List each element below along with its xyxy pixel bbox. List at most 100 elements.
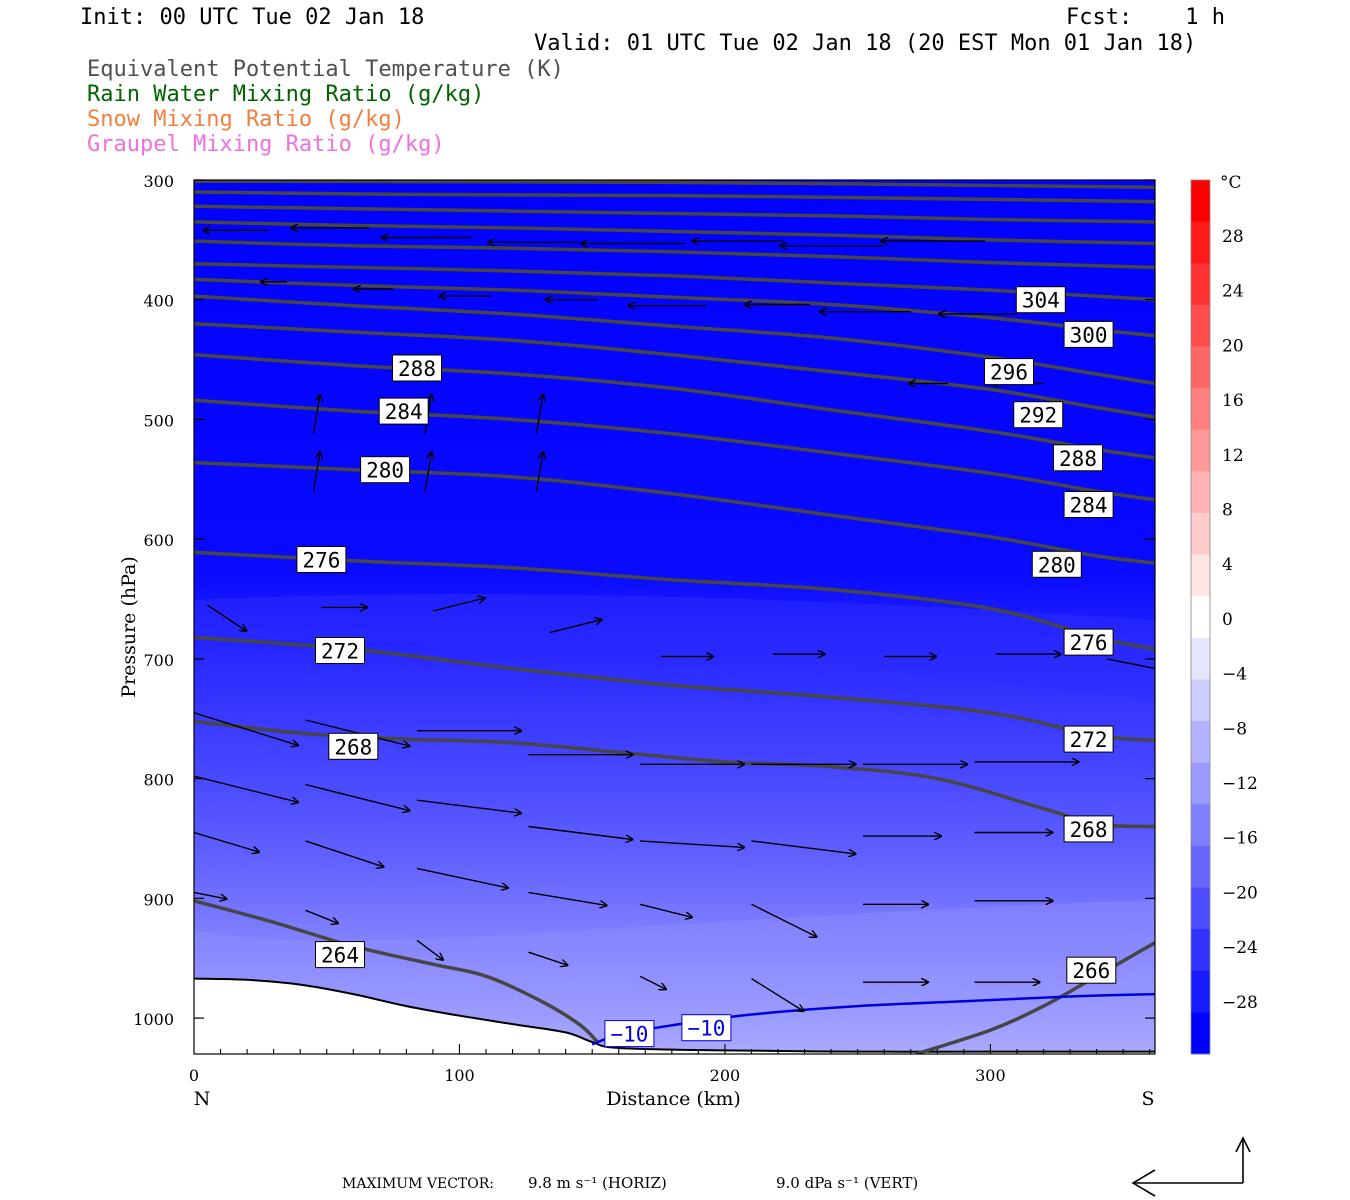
- wind-vector: [1107, 658, 1155, 670]
- theta-e-contour-292: [194, 321, 1155, 419]
- temperature-label-box: [681, 1014, 732, 1042]
- shade-band-1: [194, 594, 1155, 700]
- theta-e-label: 272: [321, 640, 359, 664]
- colorbar-swatch: [1191, 970, 1210, 1013]
- legend-snow: Snow Mixing Ratio (g/kg): [87, 107, 405, 132]
- theta-e-contour-264: [194, 899, 599, 1044]
- colorbar-swatch: [1191, 512, 1210, 556]
- colorbar-tick-label: −28: [1222, 993, 1258, 1013]
- theta-e-contour-312: [194, 220, 1155, 246]
- theta-e-contour-284: [194, 398, 1155, 502]
- y-tick-label: 500: [143, 411, 174, 430]
- colorbar-swatch: [1191, 429, 1210, 472]
- theta-e-label: 268: [1070, 818, 1108, 842]
- colorbar-swatch: [1191, 221, 1210, 264]
- colorbar-tick-label: −8: [1222, 719, 1247, 739]
- theta-e-label-box: [1031, 550, 1082, 578]
- colorbar-tick-label: 28: [1222, 227, 1244, 247]
- theta-e-contour-320: [194, 190, 1155, 204]
- wind-vector: [432, 598, 485, 612]
- theta-e-label: 280: [366, 459, 404, 483]
- wind-vector: [206, 604, 246, 631]
- terrain-fill: [194, 978, 1155, 1054]
- wind-vector: [528, 891, 607, 905]
- colorbar-swatch: [1191, 180, 1210, 223]
- theta-e-label-box: [1013, 401, 1064, 429]
- temperature-label-box: [604, 1020, 655, 1048]
- theta-e-label-box: [315, 941, 365, 969]
- max-vector-key: [1131, 1136, 1251, 1197]
- wind-vector: [416, 799, 521, 813]
- x-tick-label: 100: [444, 1066, 475, 1085]
- theta-e-contour-276: [194, 550, 1155, 652]
- wind-vector: [424, 452, 432, 492]
- theta-e-label: 276: [302, 549, 340, 573]
- colorbar-tick-label: 0: [1222, 610, 1233, 630]
- x-axis-left-end-label: N: [194, 1088, 211, 1110]
- colorbar-swatch: [1191, 845, 1210, 889]
- wind-vector: [194, 891, 227, 899]
- wind-vector: [751, 903, 817, 937]
- theta-e-label: 292: [1019, 404, 1057, 428]
- temperature-label: −10: [687, 1017, 725, 1041]
- theta-e-label-box: [1066, 956, 1117, 984]
- wind-vector: [639, 840, 744, 848]
- theta-e-contour-288: [194, 353, 1155, 460]
- theta-e-label-box: [1063, 491, 1114, 518]
- colorbar-tick-label: 4: [1222, 555, 1233, 575]
- colorbar-swatch: [1191, 554, 1210, 597]
- colorbar-swatch: [1191, 721, 1210, 764]
- colorbar-tick-label: −4: [1222, 665, 1247, 685]
- theta-e-label-box: [1063, 628, 1114, 656]
- theta-e-label-box: [392, 354, 442, 382]
- max-vector-horiz: 9.8 m s⁻¹ (HORIZ): [528, 1174, 667, 1192]
- colorbar-swatch: [1191, 304, 1210, 347]
- theta-e-label: 296: [990, 361, 1028, 385]
- x-tick-label: 300: [975, 1066, 1006, 1085]
- colorbar-swatch: [1191, 388, 1210, 431]
- colorbar-swatch: [1191, 346, 1210, 389]
- theta-e-label-box: [1063, 815, 1114, 843]
- theta-e-contour-280: [194, 460, 1155, 565]
- plot-frame: [193, 179, 1156, 1055]
- theta-e-label-box: [1063, 725, 1114, 753]
- theta-e-label-box: [1063, 320, 1114, 348]
- wind-vector: [305, 909, 339, 923]
- theta-e-label: 276: [1070, 631, 1108, 655]
- wind-vector: [416, 867, 508, 888]
- theta-e-contour-296: [194, 294, 1155, 386]
- wind-vector: [305, 840, 384, 867]
- theta-e-label: 264: [321, 944, 359, 968]
- theta-e-contour-316: [194, 204, 1155, 224]
- wind-vector: [194, 775, 298, 802]
- legend-graupel: Graupel Mixing Ratio (g/kg): [87, 132, 445, 157]
- wind-vector: [416, 939, 443, 960]
- y-tick-label: 700: [143, 651, 174, 670]
- init-time: Init: 00 UTC Tue 02 Jan 18: [80, 5, 425, 30]
- theta-e-contour-266: [915, 941, 1155, 1054]
- y-tick-label: 900: [143, 890, 174, 909]
- wind-vector: [312, 395, 321, 434]
- max-vector-vert: 9.0 dPa s⁻¹ (VERT): [776, 1174, 919, 1192]
- colorbar-swatch: [1191, 762, 1210, 805]
- colorbar-frame: [1190, 179, 1211, 1055]
- colorbar-tick-label: 20: [1222, 336, 1244, 356]
- x-axis-right-end-label: S: [1141, 1088, 1154, 1110]
- theta-e-label: 268: [334, 735, 372, 759]
- colorbar-tick-label: 8: [1222, 501, 1233, 521]
- theta-e-label: 272: [1070, 728, 1108, 752]
- theta-e-label: 304: [1022, 289, 1060, 313]
- theta-e-contour-324: [194, 180, 1155, 189]
- colorbar-swatch: [1191, 637, 1210, 680]
- x-tick-label: 200: [710, 1066, 741, 1085]
- y-tick-label: 1000: [133, 1010, 174, 1029]
- wind-vector: [639, 975, 666, 989]
- theta-e-label: 280: [1038, 553, 1076, 577]
- theta-e-label-box: [328, 732, 379, 760]
- colorbar-unit: °C: [1220, 173, 1242, 193]
- theta-e-label-box: [1015, 286, 1066, 314]
- y-tick-label: 300: [143, 172, 174, 191]
- colorbar-tick-label: −20: [1222, 883, 1258, 903]
- theta-e-label-box: [360, 456, 411, 484]
- colorbar-tick-label: −24: [1222, 938, 1258, 958]
